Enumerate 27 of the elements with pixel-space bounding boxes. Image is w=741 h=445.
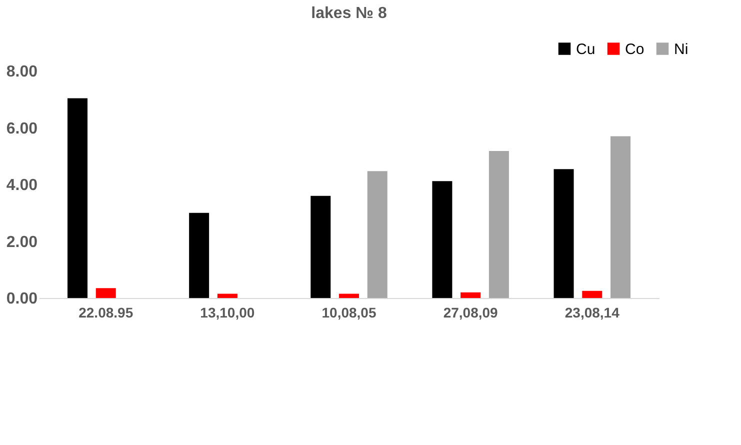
bar [554, 169, 574, 298]
bar [67, 98, 88, 298]
y-tick-label: 4.00 [6, 177, 38, 194]
bar [367, 171, 388, 298]
legend-label: Ni [674, 40, 688, 58]
y-tick-label: 8.00 [6, 64, 38, 80]
legend-label: Cu [576, 40, 596, 58]
x-tick-label: 23,08,14 [564, 304, 620, 320]
bar [310, 196, 331, 298]
x-tick-label: 13,10,00 [200, 304, 255, 320]
bar [96, 288, 116, 298]
x-tick-label: 10,08,05 [322, 304, 376, 320]
bar [460, 292, 481, 298]
bar [339, 294, 359, 298]
bar [610, 136, 631, 298]
bar [217, 294, 238, 298]
x-tick-label: 22.08.95 [78, 304, 134, 320]
y-tick-label: 2.00 [6, 234, 38, 251]
y-tick-label: 0.00 [6, 290, 38, 308]
bar [189, 212, 210, 298]
bar [582, 290, 602, 298]
bar [432, 181, 452, 298]
x-tick-label: 27,08,09 [443, 304, 498, 320]
bar [488, 151, 509, 298]
chart-title: lakes № 8 [311, 5, 387, 22]
y-tick-label: 6.00 [6, 120, 38, 138]
legend-label: Co [625, 40, 644, 58]
